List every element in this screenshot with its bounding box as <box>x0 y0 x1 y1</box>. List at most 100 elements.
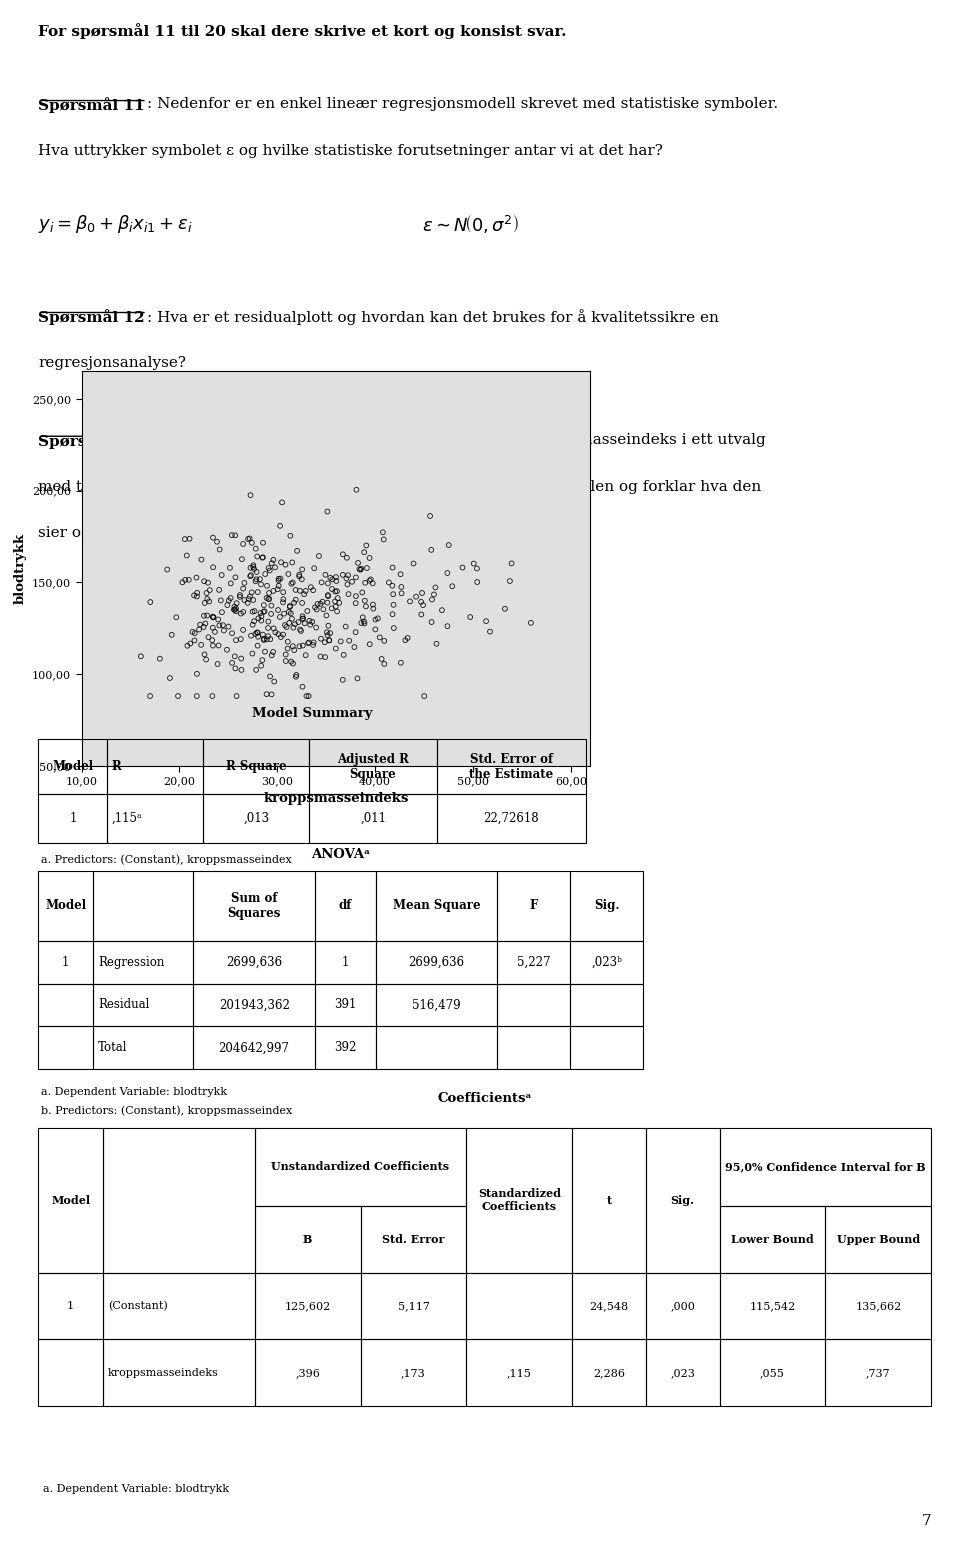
Point <box>285 651 300 676</box>
Point <box>394 574 409 599</box>
Point <box>159 557 175 582</box>
Point <box>242 526 257 551</box>
Bar <box>204 795 309 843</box>
Point <box>348 620 363 645</box>
Point <box>320 591 335 616</box>
Point <box>305 633 321 657</box>
Point <box>309 597 324 622</box>
Point <box>302 613 318 637</box>
Bar <box>497 871 570 941</box>
Text: b. Predictors: (Constant), kroppsmasseindex: b. Predictors: (Constant), kroppsmassein… <box>41 1105 293 1115</box>
Point <box>289 662 304 687</box>
Bar <box>467 1273 572 1340</box>
Point <box>194 548 209 572</box>
Point <box>247 557 262 582</box>
Point <box>444 574 460 599</box>
Point <box>235 617 251 642</box>
Point <box>246 588 261 613</box>
Point <box>416 593 431 617</box>
Point <box>284 571 300 596</box>
Point <box>320 500 335 524</box>
Point <box>268 620 283 645</box>
Point <box>482 619 497 644</box>
Point <box>356 610 372 634</box>
Bar <box>719 1340 826 1406</box>
Point <box>233 647 249 671</box>
Point <box>316 597 331 622</box>
Point <box>365 593 380 617</box>
Text: a. Predictors: (Constant), kroppsmasseindex: a. Predictors: (Constant), kroppsmassein… <box>41 854 292 865</box>
Point <box>352 557 368 582</box>
Text: R: R <box>112 760 122 774</box>
Bar <box>570 941 643 984</box>
Point <box>221 588 236 613</box>
Bar <box>497 984 570 1027</box>
Point <box>143 589 158 614</box>
Point <box>414 589 429 614</box>
Bar <box>254 1128 467 1205</box>
Point <box>214 563 229 588</box>
Point <box>248 622 263 647</box>
Point <box>298 644 313 668</box>
Point <box>247 610 262 634</box>
Point <box>240 526 255 551</box>
Point <box>282 594 298 619</box>
Point <box>355 605 371 630</box>
Text: 5,117: 5,117 <box>397 1301 429 1310</box>
Text: ,000: ,000 <box>670 1301 695 1310</box>
Point <box>212 537 228 562</box>
Point <box>321 583 336 608</box>
Point <box>164 622 180 647</box>
Text: Lower Bound: Lower Bound <box>732 1233 814 1245</box>
Point <box>308 616 324 640</box>
Text: Adjusted R
Square: Adjusted R Square <box>337 752 409 781</box>
Point <box>187 628 203 653</box>
Text: R Square: R Square <box>226 760 286 774</box>
Point <box>288 577 303 602</box>
Point <box>256 599 272 623</box>
Point <box>255 531 271 555</box>
Point <box>247 599 262 623</box>
Point <box>197 642 212 667</box>
Point <box>257 562 273 586</box>
Point <box>286 591 301 616</box>
Point <box>440 614 455 639</box>
Bar <box>315 984 375 1027</box>
Text: For spørsmål 11 til 20 skal dere skrive et kort og konsist svar.: For spørsmål 11 til 20 skal dere skrive … <box>38 23 567 39</box>
Point <box>428 575 444 600</box>
Point <box>189 585 204 610</box>
Point <box>315 589 330 614</box>
Bar <box>38 1340 103 1406</box>
Point <box>196 614 211 639</box>
Point <box>162 665 178 690</box>
Text: 24,548: 24,548 <box>589 1301 629 1310</box>
Point <box>324 568 340 593</box>
Point <box>376 651 392 676</box>
Point <box>281 600 297 625</box>
Point <box>261 586 276 611</box>
Point <box>441 532 456 557</box>
Point <box>323 620 338 645</box>
Point <box>197 569 212 594</box>
Point <box>328 565 344 589</box>
Text: ,115: ,115 <box>507 1368 532 1378</box>
Bar <box>437 739 586 795</box>
Point <box>261 555 276 580</box>
Bar <box>93 984 193 1027</box>
Text: 516,479: 516,479 <box>412 998 461 1012</box>
Point <box>209 529 225 554</box>
Point <box>381 569 396 594</box>
Point <box>220 593 235 617</box>
Point <box>266 579 281 603</box>
Point <box>257 599 273 623</box>
Point <box>203 577 218 602</box>
Point <box>306 555 322 580</box>
Bar <box>572 1128 646 1273</box>
Text: : Hva er et residualplott og hvordan kan det brukes for å kvalitetssikre en: : Hva er et residualplott og hvordan kan… <box>147 309 719 325</box>
Point <box>181 526 197 551</box>
Point <box>348 583 364 608</box>
Point <box>318 563 333 588</box>
Point <box>342 628 357 653</box>
Text: 391: 391 <box>334 998 356 1012</box>
Bar <box>719 1273 826 1340</box>
